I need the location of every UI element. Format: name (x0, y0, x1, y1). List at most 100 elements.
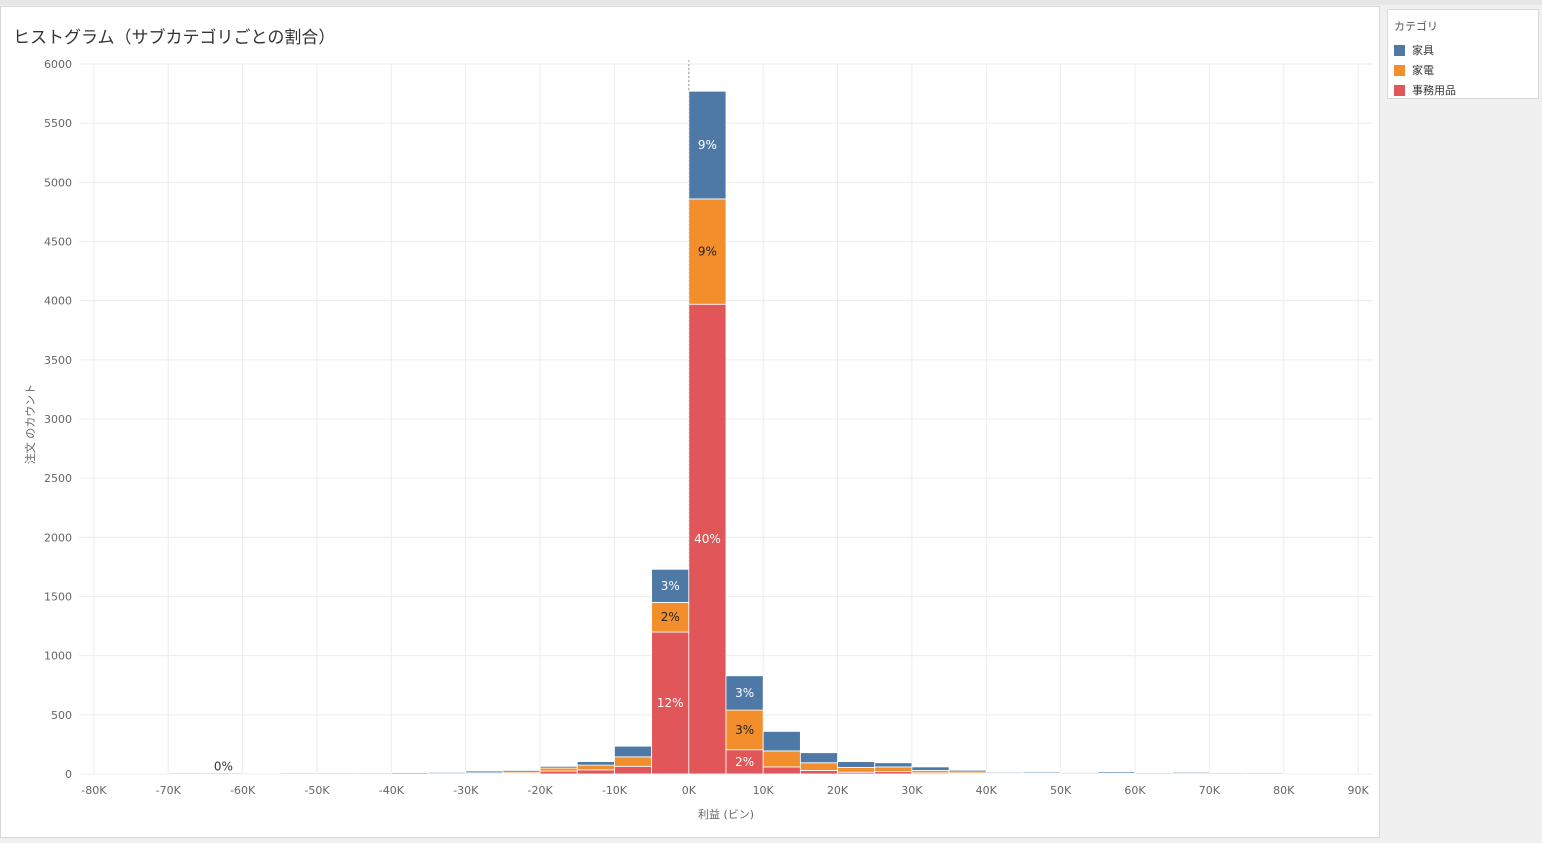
y-tick-label: 2000 (44, 531, 72, 544)
bar-percent-label: 9% (698, 138, 717, 152)
histogram-bar-segment[interactable] (651, 602, 690, 633)
histogram-bar-segment[interactable] (799, 752, 838, 764)
histogram-bar-segment[interactable] (539, 767, 578, 772)
histogram-bar-segment[interactable] (353, 772, 392, 775)
histogram-bar-segment[interactable] (576, 764, 615, 771)
bar-percent-label: 2% (735, 755, 754, 769)
histogram-bar-segment[interactable] (688, 90, 727, 200)
x-tick-label: -80K (81, 784, 107, 797)
legend-swatch (1394, 64, 1405, 76)
y-tick-label: 5000 (44, 176, 72, 189)
x-tick-label: 30K (901, 784, 923, 797)
bar-percent-label: 9% (698, 245, 717, 259)
y-tick-label: 6000 (44, 58, 72, 71)
histogram-bar-segment[interactable] (1023, 771, 1062, 774)
y-tick-label: 4500 (44, 236, 72, 249)
histogram-bar-segment[interactable] (539, 770, 578, 775)
histogram-bar-segment[interactable] (539, 765, 578, 769)
x-tick-label: 40K (976, 784, 998, 797)
histogram-bar-segment[interactable] (614, 745, 653, 758)
x-tick-label: 60K (1124, 784, 1146, 797)
histogram-bar-segment[interactable] (279, 772, 318, 775)
y-tick-label: 5500 (44, 117, 72, 130)
y-tick-label: 1500 (44, 591, 72, 604)
histogram-bar-segment[interactable] (762, 766, 801, 775)
bar-total-label: 0% (214, 759, 233, 773)
x-tick-label: 10K (753, 784, 775, 797)
legend-item-office-supplies[interactable]: 事務用品 (1394, 82, 1456, 98)
histogram-bar-segment[interactable] (799, 762, 838, 771)
histogram-bar-segment[interactable] (837, 761, 876, 768)
histogram-bar-segment[interactable] (651, 631, 690, 775)
histogram-bar-segment[interactable] (1060, 772, 1099, 774)
histogram-bar-segment[interactable] (688, 303, 727, 775)
x-tick-label: 80K (1273, 784, 1295, 797)
y-tick-label: 1000 (44, 650, 72, 663)
legend-title: カテゴリ (1394, 20, 1438, 33)
y-tick-label: 500 (51, 709, 72, 722)
histogram-bar-segment[interactable] (1097, 771, 1136, 774)
histogram-bar-segment[interactable] (762, 731, 801, 752)
y-tick-label: 3000 (44, 413, 72, 426)
histogram-bar-segment[interactable] (725, 675, 764, 711)
x-axis-title: 利益 (ビン) (698, 807, 754, 821)
x-tick-label: 50K (1050, 784, 1072, 797)
top-strip (0, 0, 1542, 5)
x-tick-label: -60K (230, 784, 256, 797)
histogram-bar-segment[interactable] (576, 761, 615, 766)
bar-percent-label: 3% (735, 723, 754, 737)
histogram-bar-segment[interactable] (1171, 771, 1210, 774)
histogram-bar-segment[interactable] (1134, 772, 1173, 775)
x-tick-label: -40K (379, 784, 405, 797)
histogram-bar-segment[interactable] (390, 772, 429, 775)
histogram-bar-segment[interactable] (614, 765, 653, 775)
histogram-bar-segment[interactable] (874, 762, 913, 768)
histogram-bar-segment[interactable] (428, 771, 467, 774)
histogram-bar-segment[interactable] (167, 772, 206, 775)
legend-panel: カテゴリ 家具 家電 事務用品 (1387, 9, 1539, 99)
x-tick-label: -20K (527, 784, 553, 797)
histogram-bar-segment[interactable] (799, 770, 838, 775)
histogram-bar-segment[interactable] (1246, 772, 1285, 775)
histogram-bar-segment[interactable] (874, 766, 913, 773)
legend-item-furniture[interactable]: 家具 (1394, 42, 1434, 58)
x-tick-label: 0K (682, 784, 697, 797)
histogram-bar-segment[interactable] (502, 770, 541, 773)
histogram-bar-segment[interactable] (651, 568, 690, 603)
legend-swatch (1394, 84, 1405, 96)
legend-item-label: 家具 (1412, 44, 1434, 57)
x-tick-label: -70K (156, 784, 182, 797)
histogram-bar-segment[interactable] (465, 770, 504, 774)
bar-percent-label: 3% (661, 579, 680, 593)
histogram-bar-segment[interactable] (948, 769, 987, 773)
histogram-bar-segment[interactable] (205, 772, 244, 775)
x-tick-label: -30K (453, 784, 479, 797)
histogram-bar-segment[interactable] (688, 198, 727, 305)
bar-percent-label: 40% (694, 532, 721, 546)
y-axis-title: 注文 のカウント (23, 384, 37, 465)
x-tick-label: 20K (827, 784, 849, 797)
histogram-bar-segment[interactable] (837, 767, 876, 773)
histogram-bar-segment[interactable] (614, 756, 653, 767)
histogram-bar-segment[interactable] (576, 769, 615, 775)
histogram-bar-segment[interactable] (762, 750, 801, 768)
y-tick-label: 0 (65, 768, 72, 781)
x-tick-label: -10K (602, 784, 628, 797)
histogram-chart[interactable]: 0% 12% 2% 3% 40% 9% 9% 2% 3% 3% 0 500 1000 1500 2000 25… (1, 7, 1379, 837)
x-tick-label: 90K (1348, 784, 1370, 797)
x-tick-label: 70K (1199, 784, 1221, 797)
legend-item-appliances[interactable]: 家電 (1394, 62, 1434, 78)
histogram-bar-segment[interactable] (725, 709, 764, 751)
histogram-bar-segment[interactable] (1208, 772, 1247, 775)
histogram-bar-segment[interactable] (985, 771, 1024, 774)
bar-percent-label: 2% (661, 610, 680, 624)
bar-percent-label: 3% (735, 686, 754, 700)
chart-panel: ヒストグラム（サブカテゴリごとの割合） 0% 12% 2% 3% 40% 9% 9% 2% 3%… (0, 6, 1380, 838)
legend-item-label: 事務用品 (1412, 84, 1456, 97)
histogram-bar-segment[interactable] (725, 749, 764, 775)
y-tick-label: 4000 (44, 295, 72, 308)
x-tick-label: -50K (304, 784, 330, 797)
y-tick-label: 3500 (44, 354, 72, 367)
histogram-bar-segment[interactable] (316, 772, 355, 775)
histogram-bar-segment[interactable] (911, 766, 950, 771)
